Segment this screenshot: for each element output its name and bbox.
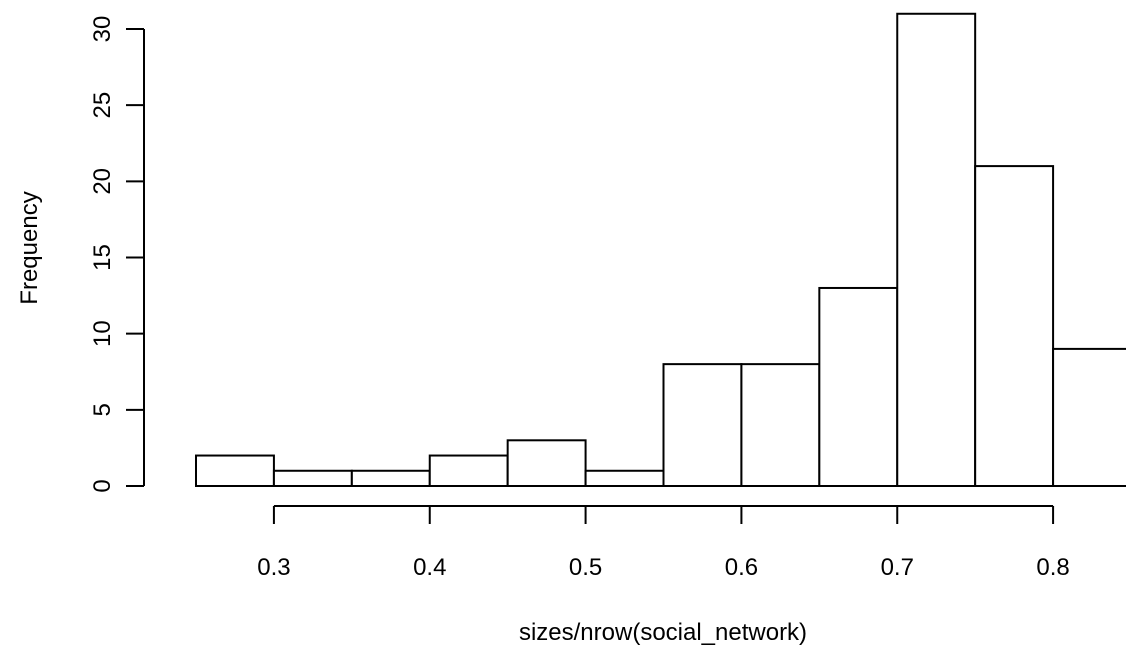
y-tick-label: 10	[89, 320, 116, 347]
histogram-bar	[974, 165, 1055, 487]
histogram-bar	[506, 439, 587, 487]
x-axis-title: sizes/nrow(social_network)	[519, 619, 807, 646]
y-tick-label: 30	[89, 16, 116, 43]
bars-group	[195, 12, 1126, 488]
histogram-bar	[584, 469, 665, 487]
x-axis: 0.3 0.4 0.5 0.6 0.7 0.8	[257, 505, 1070, 581]
x-tick-label: 0.4	[413, 554, 446, 581]
y-tick-label: 0	[89, 479, 116, 492]
y-tick-label: 5	[89, 403, 116, 416]
x-tick-label: 0.7	[881, 554, 914, 581]
histogram-bar	[662, 363, 743, 487]
x-tick-label: 0.6	[725, 554, 758, 581]
y-tick-label: 25	[89, 92, 116, 119]
histogram-bar	[818, 286, 899, 488]
histogram-bar	[896, 12, 977, 488]
y-axis: 0 5 10 15 20 25 30	[89, 16, 145, 493]
x-tick-label: 0.3	[257, 554, 290, 581]
histogram-bar	[740, 363, 821, 487]
histogram-bar	[1052, 347, 1126, 487]
histogram-bar	[428, 454, 509, 487]
histogram-bar	[350, 469, 431, 487]
histogram-bar	[195, 454, 275, 487]
y-tick-label: 20	[89, 168, 116, 195]
x-tick-label: 0.8	[1036, 554, 1069, 581]
histogram-bar	[272, 469, 353, 487]
y-tick-label: 15	[89, 244, 116, 271]
y-axis-title: Frequency	[16, 191, 43, 304]
x-tick-label: 0.5	[569, 554, 602, 581]
